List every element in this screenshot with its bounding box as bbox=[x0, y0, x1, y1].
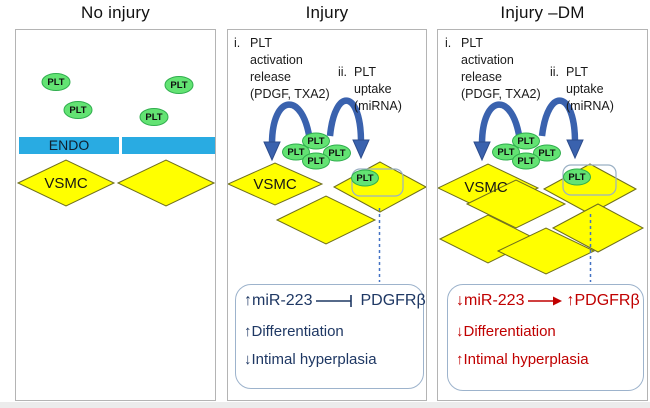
plt-label: PLT bbox=[517, 136, 534, 147]
release-arrow-left-head bbox=[263, 141, 281, 162]
step-i-line: (PDGF, TXA2) bbox=[461, 87, 541, 101]
differentiation-text: ↓Differentiation bbox=[456, 323, 556, 340]
plt-label: PLT bbox=[568, 172, 585, 183]
platelet: PLT bbox=[41, 73, 71, 91]
release-arrow-left bbox=[478, 101, 524, 145]
step-ii-line: (miRNA) bbox=[566, 99, 614, 113]
step-i-annotation: i. PLT activation release (PDGF, TXA2) bbox=[445, 35, 541, 103]
step-i-line: release bbox=[250, 70, 291, 84]
vsmc-diamond bbox=[116, 159, 215, 207]
vsmc-diamond bbox=[496, 227, 596, 275]
uptake-arrow-right-head bbox=[352, 139, 370, 160]
step-i-line: PLT bbox=[250, 36, 272, 50]
platelet-uptake-frame bbox=[351, 168, 404, 197]
pdgfrb-text: ↑PDGFRβ bbox=[566, 292, 640, 309]
platelet-in-vsmc: PLT bbox=[351, 169, 379, 187]
plt-label: PLT bbox=[170, 80, 187, 91]
hyperplasia-text: ↑Intimal hyperplasia bbox=[456, 351, 589, 368]
plt-label: PLT bbox=[356, 173, 373, 184]
uptake-arrow-right bbox=[326, 97, 365, 143]
panel-injury: PLT PLT PLT PLT VSMC PLT bbox=[227, 29, 427, 401]
injury-diagram: PLT PLT PLT PLT VSMC PLT bbox=[228, 97, 426, 282]
differentiation-text: ↑Differentiation bbox=[244, 323, 344, 340]
platelet: PLT bbox=[139, 108, 169, 126]
endothelium-bar bbox=[19, 137, 119, 154]
step-i-marker: i. bbox=[234, 36, 241, 50]
vsmc-diamond bbox=[228, 162, 324, 206]
step-i-line: activation bbox=[250, 53, 303, 67]
release-arrow-left-head bbox=[473, 141, 491, 162]
step-i-line: activation bbox=[461, 53, 514, 67]
step-ii-annotation: ii. PLT uptake (miRNA) bbox=[338, 64, 402, 115]
release-arrow-left bbox=[268, 101, 314, 145]
plt-label: PLT bbox=[47, 77, 64, 88]
step-ii-line: (miRNA) bbox=[354, 99, 402, 113]
plt-label: PLT bbox=[538, 148, 555, 159]
vsmc-diamond bbox=[275, 195, 377, 245]
platelet-cluster: PLT PLT PLT PLT bbox=[492, 132, 561, 170]
platelet-in-vsmc: PLT bbox=[563, 168, 591, 186]
pdgfrb-text: PDGFRβ bbox=[360, 292, 426, 309]
plt-label: PLT bbox=[328, 148, 345, 159]
mir223-text: ↑miR-223 bbox=[244, 292, 313, 309]
step-ii-line: uptake bbox=[566, 82, 604, 96]
title-injury: Injury bbox=[305, 3, 349, 22]
step-ii-line: PLT bbox=[354, 65, 376, 79]
step-ii-line: uptake bbox=[354, 82, 392, 96]
vsmc-diamond bbox=[16, 159, 116, 207]
vsmc-label: VSMC bbox=[464, 179, 508, 196]
no-injury-diagram: PLT PLT PLT PLT ENDO VSMC bbox=[16, 73, 215, 207]
plt-label: PLT bbox=[497, 147, 514, 158]
hyperplasia-text: ↓Intimal hyperplasia bbox=[244, 351, 377, 368]
plt-label: PLT bbox=[145, 112, 162, 123]
injury-outcome-box: ↑miR-223 PDGFRβ ↑Differentiation ↓Intima… bbox=[235, 284, 426, 389]
bottom-strip bbox=[0, 402, 650, 408]
plt-label: PLT bbox=[287, 147, 304, 158]
step-i-line: release bbox=[461, 70, 502, 84]
title-injury-dm: Injury –DM bbox=[500, 3, 585, 22]
vsmc-label: VSMC bbox=[44, 175, 88, 192]
activation-arrow-icon bbox=[528, 296, 563, 306]
step-ii-marker: ii. bbox=[338, 65, 348, 79]
endo-label: ENDO bbox=[49, 137, 90, 153]
platelet: PLT bbox=[164, 76, 194, 94]
step-i-line: PLT bbox=[461, 36, 483, 50]
step-i-marker: i. bbox=[445, 36, 452, 50]
endothelium-bar bbox=[122, 137, 215, 154]
panel-no-injury: PLT PLT PLT PLT ENDO VSMC bbox=[15, 29, 216, 401]
plt-label: PLT bbox=[517, 156, 534, 167]
mir223-pdgfrb-row: ↑miR-223 PDGFRβ bbox=[244, 292, 426, 310]
step-ii-marker: ii. bbox=[550, 65, 560, 79]
step-ii-annotation: ii. PLT uptake (miRNA) bbox=[550, 64, 614, 115]
mir223-text: ↓miR-223 bbox=[456, 292, 525, 309]
platelet-uptake-frame bbox=[562, 164, 617, 196]
injury-dm-outcome-box: ↓miR-223 ↑PDGFRβ ↓Differentiation ↑Intim… bbox=[447, 284, 644, 391]
vsmc-diamond bbox=[465, 179, 567, 229]
vsmc-label: VSMC bbox=[253, 176, 297, 193]
plt-label: PLT bbox=[307, 156, 324, 167]
platelet: PLT bbox=[63, 101, 93, 119]
inhibition-connector-icon bbox=[316, 295, 353, 307]
platelet-cluster: PLT PLT PLT PLT bbox=[282, 132, 351, 170]
vsmc-diamond bbox=[551, 203, 645, 253]
step-ii-line: PLT bbox=[566, 65, 588, 79]
panel-injury-dm: PLT PLT PLT PLT VSMC PLT bbox=[437, 29, 648, 401]
step-i-line: (PDGF, TXA2) bbox=[250, 87, 330, 101]
injury-dm-diagram: PLT PLT PLT PLT VSMC PLT bbox=[438, 97, 645, 282]
title-no-injury: No injury bbox=[81, 3, 150, 22]
plt-label: PLT bbox=[69, 105, 86, 116]
step-i-annotation: i. PLT activation release (PDGF, TXA2) bbox=[234, 35, 330, 103]
uptake-arrow-right-head bbox=[566, 139, 584, 160]
mir223-pdgfrb-row: ↓miR-223 ↑PDGFRβ bbox=[456, 292, 640, 310]
uptake-arrow-right bbox=[538, 97, 579, 143]
plt-label: PLT bbox=[307, 136, 324, 147]
